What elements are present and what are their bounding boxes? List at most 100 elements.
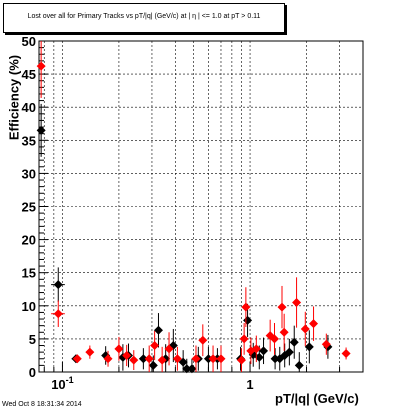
y-tick-label: 50 (22, 34, 36, 49)
data-point (304, 330, 314, 364)
marker-diamond (182, 364, 192, 374)
marker-diamond (144, 354, 154, 364)
marker-diamond (36, 125, 46, 135)
y-tick-label: 15 (22, 266, 36, 281)
marker-diamond (243, 315, 253, 325)
data-point (114, 336, 124, 361)
marker-diamond (85, 347, 95, 357)
data-point (294, 352, 304, 372)
marker-diamond (148, 360, 158, 370)
marker-diamond (270, 354, 280, 364)
data-point (148, 355, 158, 372)
marker-diamond (72, 354, 82, 364)
marker-diamond (289, 337, 299, 347)
y-tick-label: 20 (22, 233, 36, 248)
data-point (138, 348, 148, 370)
data-point (239, 323, 249, 355)
marker-diamond (172, 354, 182, 364)
data-point (144, 345, 154, 372)
data-point (241, 287, 251, 327)
data-point (259, 337, 269, 365)
data-point (292, 277, 302, 328)
marker-diamond (103, 354, 113, 364)
data-point (321, 333, 331, 355)
data-point (289, 325, 299, 359)
marker-diamond (122, 350, 132, 360)
data-point (150, 330, 160, 361)
marker-diamond (309, 319, 319, 329)
data-point (129, 350, 139, 371)
data-point (153, 313, 163, 348)
data-point (277, 285, 287, 329)
y-tick-label: 40 (22, 100, 36, 115)
data-point (187, 358, 197, 374)
y-tick-label: 0 (29, 365, 36, 380)
marker-diamond (187, 364, 197, 374)
marker-diamond (279, 327, 289, 337)
data-point (103, 350, 113, 367)
data-point (300, 311, 310, 347)
marker-diamond (284, 347, 294, 357)
marker-diamond (259, 346, 269, 356)
marker-diamond (341, 348, 351, 358)
data-point (216, 345, 226, 372)
marker-diamond (114, 344, 124, 354)
data-point (191, 345, 201, 372)
marker-diamond (164, 344, 174, 354)
data-point (198, 324, 208, 357)
data-point (236, 348, 246, 372)
data-points (36, 41, 351, 374)
marker-diamond (157, 355, 167, 365)
marker-diamond (53, 309, 63, 319)
y-tick-label: 5 (29, 332, 36, 347)
data-point (172, 346, 182, 371)
marker-diamond (241, 302, 251, 312)
marker-diamond (216, 354, 226, 364)
data-point (72, 354, 82, 364)
timestamp-footer: Wed Oct 8 18:31:34 2014 (2, 401, 82, 408)
marker-diamond (304, 342, 314, 352)
data-point (36, 41, 46, 98)
y-tick-label: 45 (22, 67, 36, 82)
data-point (122, 344, 132, 367)
marker-diamond (239, 334, 249, 344)
marker-diamond (138, 354, 148, 364)
x-axis-label: pT/|q| (GeV/c) (275, 391, 359, 406)
marker-diamond (150, 341, 160, 351)
data-point (284, 338, 294, 366)
marker-diamond (178, 357, 188, 367)
data-point (164, 332, 174, 366)
marker-diamond (36, 61, 46, 71)
marker-diamond (277, 302, 287, 312)
marker-diamond (270, 334, 280, 344)
marker-diamond (191, 354, 201, 364)
marker-diamond (203, 354, 213, 364)
marker-diamond (129, 355, 139, 365)
marker-diamond (208, 354, 218, 364)
marker-diamond (153, 325, 163, 335)
data-point (182, 358, 192, 374)
data-point (208, 345, 218, 372)
x-tick-label: 10-1 (51, 375, 73, 392)
data-point (157, 346, 167, 372)
data-point (270, 348, 280, 370)
x-tick-label: 1 (246, 377, 253, 392)
data-point (309, 306, 319, 341)
y-axis-label: Efficiency (%) (6, 54, 22, 141)
y-tick-label: 35 (22, 133, 36, 148)
title-box: Lost over all for Primary Tracks vs pT/|… (3, 3, 285, 33)
marker-diamond (254, 352, 264, 362)
marker-diamond (321, 339, 331, 349)
data-point (51, 267, 65, 302)
data-point (36, 103, 46, 157)
marker-diamond (53, 280, 63, 290)
data-point (85, 345, 95, 359)
marker-diamond (236, 355, 246, 365)
marker-diamond (294, 360, 304, 370)
data-point (270, 323, 280, 355)
data-point (203, 346, 213, 371)
y-tick-label: 25 (22, 200, 36, 215)
data-point (341, 347, 351, 360)
y-tick-label: 10 (22, 299, 36, 314)
